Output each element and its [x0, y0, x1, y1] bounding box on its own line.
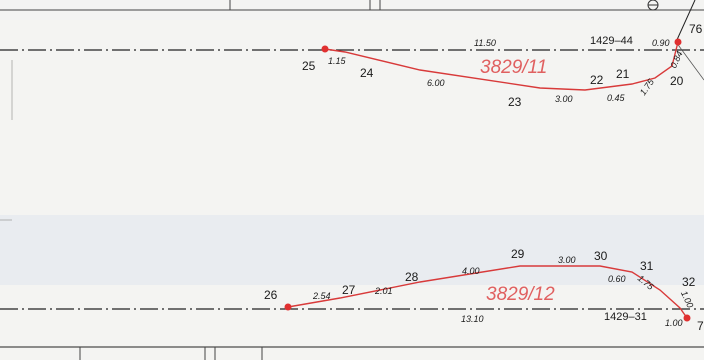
point-number-label: 31 — [640, 259, 654, 273]
point-number-label: 25 — [302, 59, 316, 73]
point-number-label: 30 — [594, 249, 608, 263]
boundary-point-marker — [683, 314, 691, 322]
measurement-label: 2.54 — [312, 291, 331, 301]
measurement-label: 1.00 — [665, 318, 683, 328]
measurement-label: 2.01 — [374, 286, 393, 296]
measurement-label: 6.00 — [427, 78, 445, 88]
measurement-label: 1.15 — [328, 56, 347, 66]
lower-parcel-boundary — [287, 265, 688, 319]
diagonal-boundary-line — [675, 0, 696, 43]
measurement-label: 3.00 — [558, 255, 576, 265]
measurement-label: 0.90 — [652, 38, 670, 48]
point-number-label: 23 — [508, 95, 522, 109]
point-number-label: 7 — [697, 319, 704, 333]
measurement-label: 11.50 — [474, 38, 496, 48]
point-number-label: 28 — [405, 270, 419, 284]
point-number-label: 76 — [689, 22, 703, 36]
measurement-label: 0.84 — [668, 50, 684, 70]
point-number-label: 26 — [264, 288, 278, 302]
measurement-label: 4.00 — [462, 266, 480, 276]
boundary-point-marker — [321, 45, 329, 53]
point-number-label: 20 — [670, 74, 684, 88]
point-number-label: 24 — [360, 66, 374, 80]
point-number-label: 32 — [682, 275, 696, 289]
measurement-label: 1.75 — [638, 76, 657, 97]
point-number-label: 29 — [511, 247, 525, 261]
point-number-label: 27 — [342, 283, 356, 297]
boundary-point-marker — [674, 38, 682, 46]
measurement-label: 1.00 — [679, 289, 695, 309]
measurement-label: 13.10 — [461, 314, 484, 324]
measurement-label: 0.45 — [607, 93, 626, 103]
point-number-label: 22 — [590, 73, 604, 87]
parcel-id-label: 3829/11 — [480, 57, 547, 78]
reference-number-label: 1429–44 — [590, 35, 633, 47]
measurement-label: 3.00 — [555, 94, 573, 104]
paper-crease-shadow — [0, 215, 704, 285]
parcel-id-label: 3829/12 — [486, 284, 555, 305]
reference-number-label: 1429–31 — [604, 311, 647, 323]
upper-parcel-boundary — [324, 41, 679, 91]
point-number-label: 21 — [616, 67, 630, 81]
boundary-point-marker — [284, 303, 292, 311]
measurement-label: 0.60 — [608, 274, 626, 284]
diagonal-boundary-line-2 — [675, 41, 704, 81]
